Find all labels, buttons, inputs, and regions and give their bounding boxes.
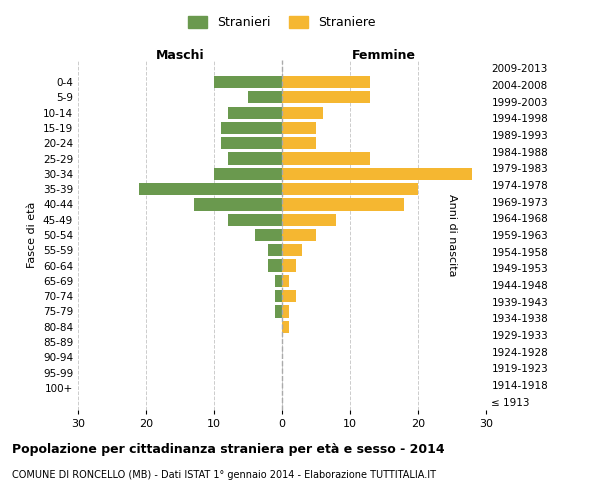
Bar	[214, 76, 282, 88]
Bar	[282, 152, 370, 164]
Bar	[282, 168, 472, 180]
Bar	[282, 260, 296, 272]
Bar	[275, 290, 282, 302]
Text: Femmine: Femmine	[352, 49, 416, 62]
Bar	[275, 306, 282, 318]
Bar	[282, 122, 316, 134]
Legend: Stranieri, Straniere: Stranieri, Straniere	[184, 11, 380, 34]
Bar	[227, 152, 282, 164]
Bar	[282, 320, 289, 333]
Bar	[282, 183, 418, 195]
Bar	[282, 91, 370, 104]
Bar	[282, 214, 337, 226]
Bar	[282, 137, 316, 149]
Bar	[227, 214, 282, 226]
Y-axis label: Fasce di età: Fasce di età	[28, 202, 37, 268]
Text: Maschi: Maschi	[155, 49, 205, 62]
Bar	[282, 306, 289, 318]
Bar	[282, 76, 370, 88]
Bar	[268, 260, 282, 272]
Y-axis label: Anni di nascita: Anni di nascita	[447, 194, 457, 276]
Bar	[221, 122, 282, 134]
Bar	[282, 106, 323, 118]
Text: COMUNE DI RONCELLO (MB) - Dati ISTAT 1° gennaio 2014 - Elaborazione TUTTITALIA.I: COMUNE DI RONCELLO (MB) - Dati ISTAT 1° …	[12, 470, 436, 480]
Bar	[268, 244, 282, 256]
Bar	[221, 137, 282, 149]
Bar	[255, 229, 282, 241]
Bar	[282, 229, 316, 241]
Bar	[139, 183, 282, 195]
Bar	[227, 106, 282, 118]
Bar	[282, 275, 289, 287]
Bar	[282, 244, 302, 256]
Bar	[275, 275, 282, 287]
Bar	[194, 198, 282, 210]
Bar	[214, 168, 282, 180]
Bar	[248, 91, 282, 104]
Text: Popolazione per cittadinanza straniera per età e sesso - 2014: Popolazione per cittadinanza straniera p…	[12, 442, 445, 456]
Bar	[282, 290, 296, 302]
Bar	[282, 198, 404, 210]
